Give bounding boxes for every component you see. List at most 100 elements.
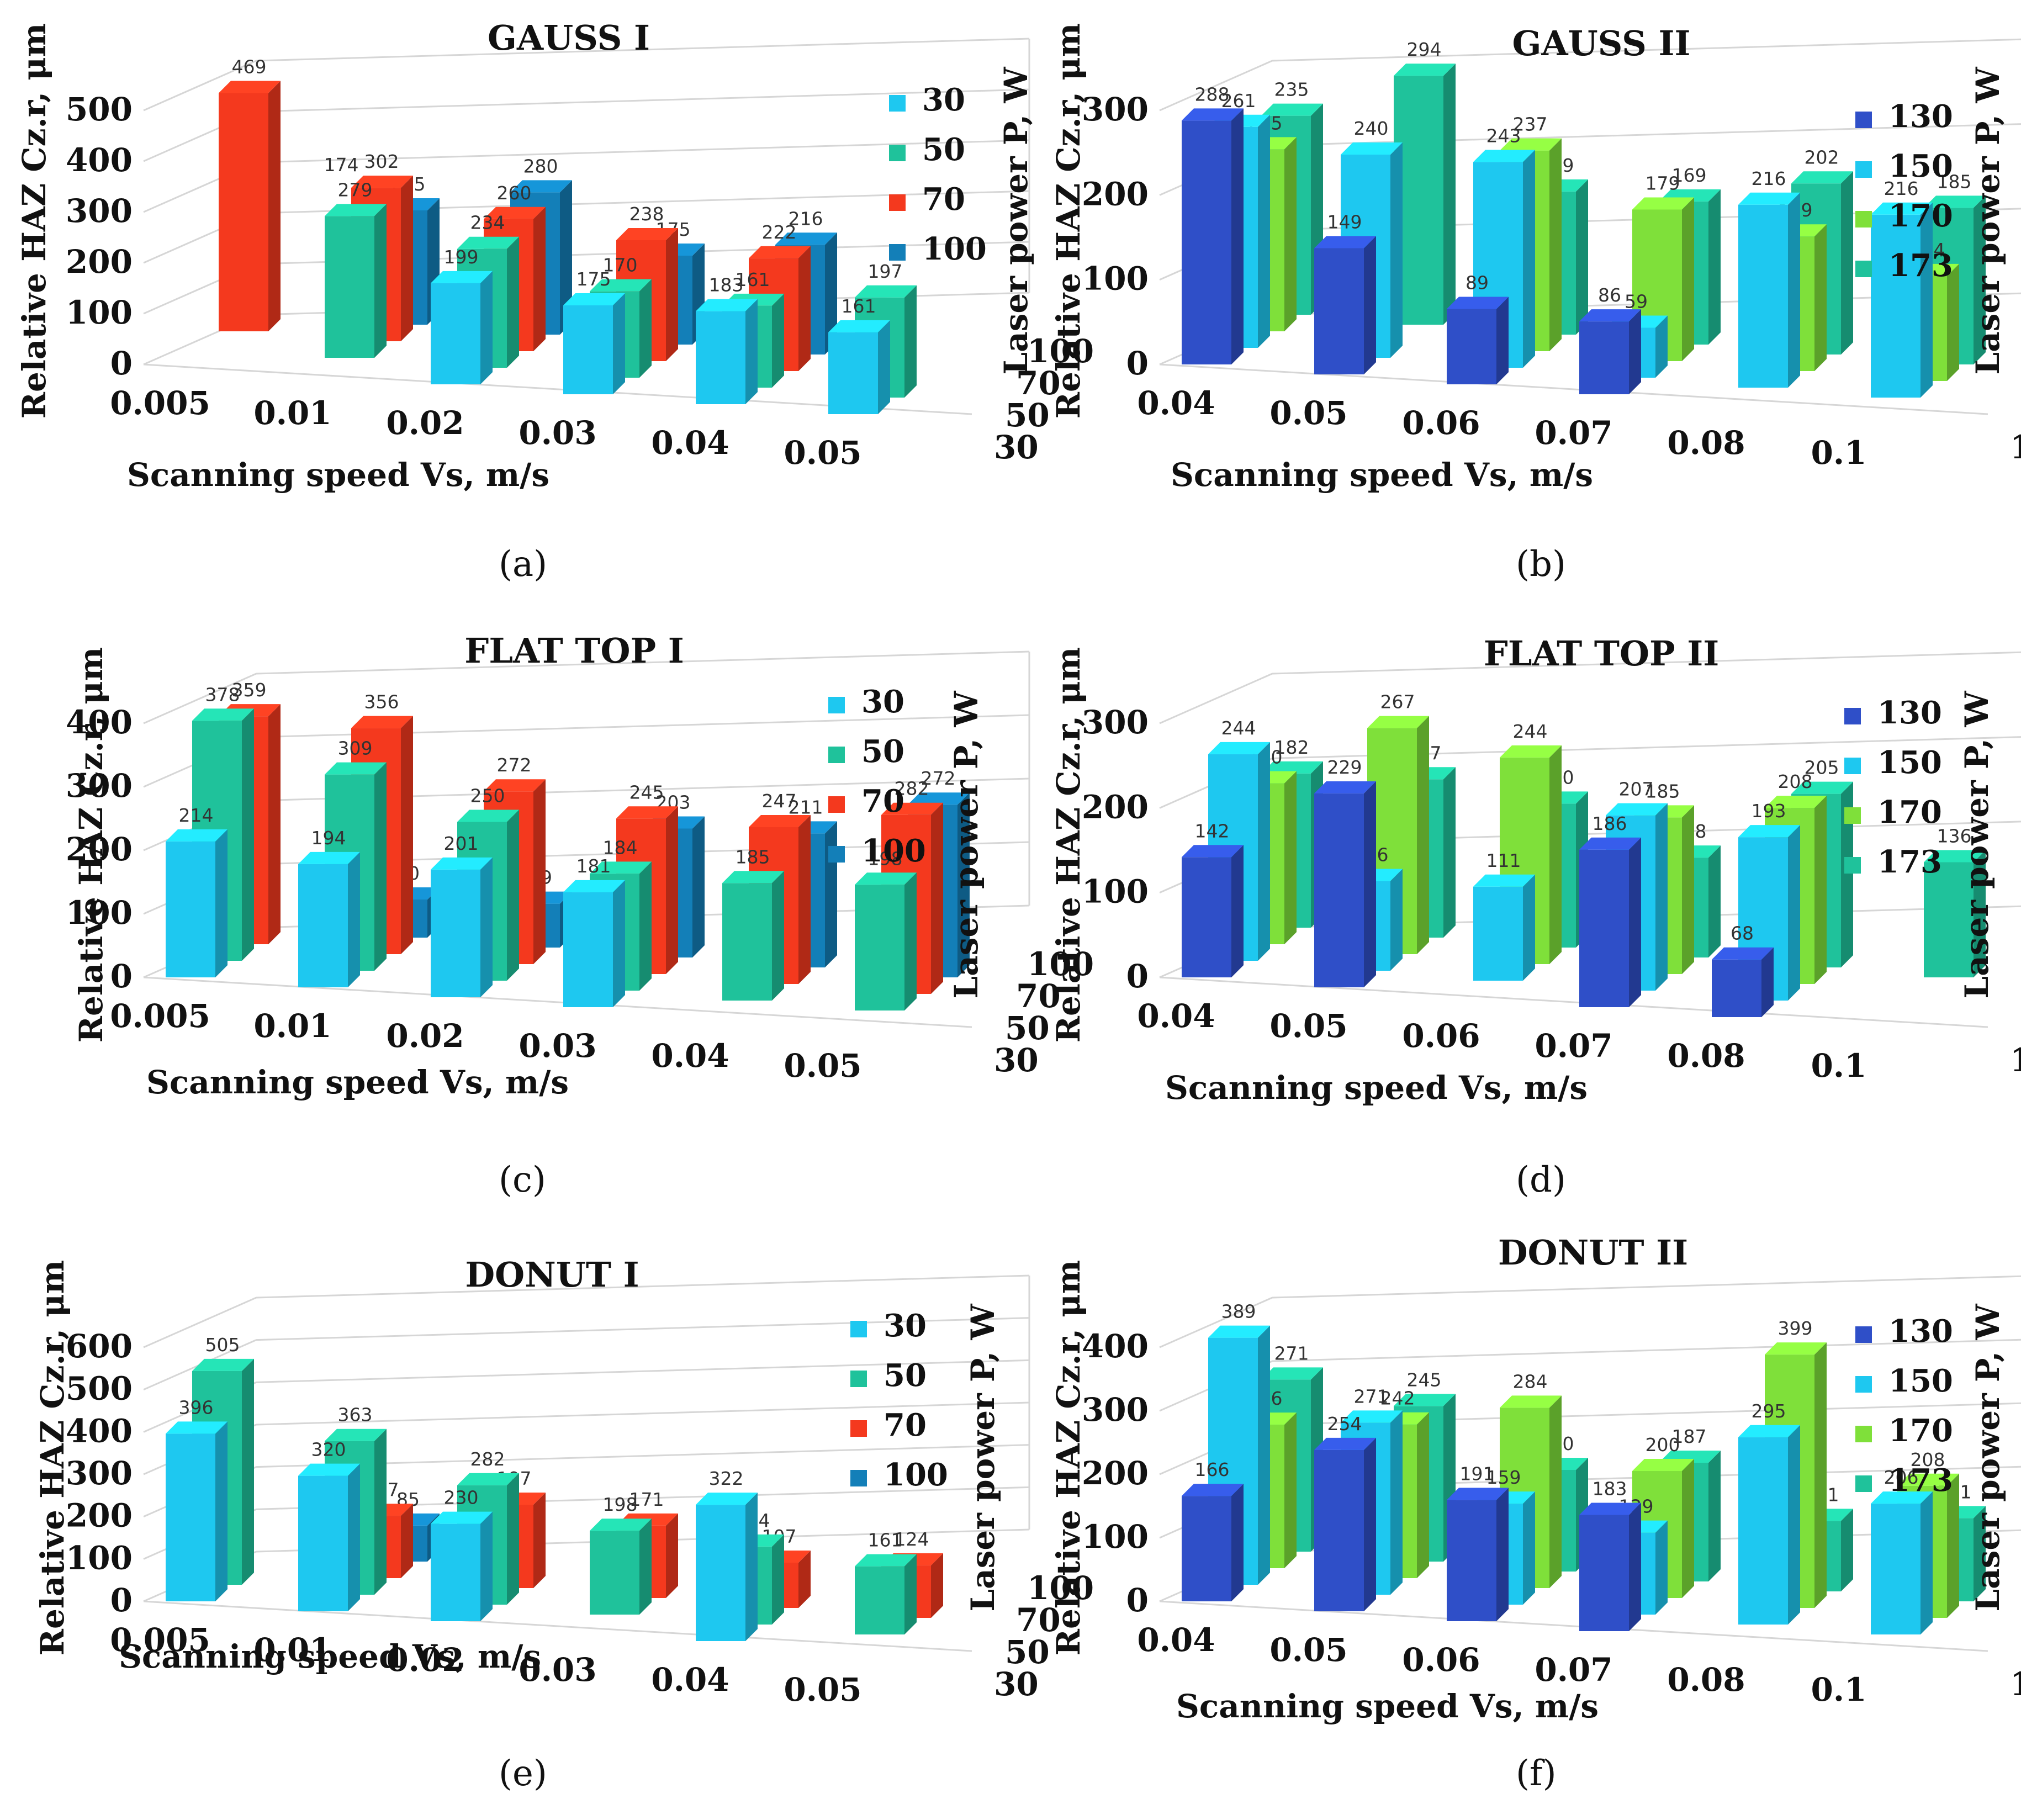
data-label: 181: [576, 855, 611, 877]
bar-150-0.1: [1871, 202, 1933, 398]
depth-tick-label: 50: [1005, 1633, 1050, 1671]
y-axis-label: Relative HAZ Cz.r, μm: [1050, 647, 1087, 1043]
bar-side: [666, 1513, 678, 1598]
data-label: 294: [1407, 39, 1442, 60]
bar-side: [1629, 1502, 1641, 1631]
data-label: 254: [1327, 1413, 1362, 1435]
y-tick-label: 400: [66, 703, 133, 741]
bar-side: [931, 802, 943, 994]
x-tick-label: 0.05: [784, 434, 861, 472]
bar-side: [1947, 263, 1959, 381]
data-label: 185: [1646, 780, 1680, 802]
x-axis-label: Scanning speed Vs, m/s: [1176, 1687, 1599, 1725]
bar-front: [1579, 1515, 1629, 1631]
bar-side: [1523, 1491, 1535, 1605]
bar-130-0.08: [1712, 947, 1774, 1017]
gridline: [1272, 1275, 2021, 1299]
bar-side: [1814, 224, 1827, 371]
bar-side: [1390, 142, 1403, 358]
bar-front: [1314, 248, 1364, 374]
z-axis-label: Laser power P, W: [1969, 67, 2007, 375]
bar-side: [666, 228, 678, 361]
x-tick-label: 0.005: [110, 997, 210, 1035]
chart-1: 0100200300235294169169202185215237179159…: [1050, 23, 2021, 494]
data-label: 166: [1195, 1459, 1230, 1480]
x-tick-label: 0.04: [651, 1661, 729, 1699]
bar-30-0.03: [563, 880, 625, 1007]
bar-top: [1182, 1484, 1244, 1496]
legend-swatch: [1855, 211, 1872, 228]
bar-top: [1208, 1325, 1270, 1338]
bar-30-0.01: [298, 851, 360, 987]
data-label: 359: [232, 679, 267, 701]
bar-top: [749, 246, 811, 258]
legend-entry: 170: [1888, 1412, 1953, 1449]
legend-entry: 70: [861, 783, 904, 819]
data-label: 194: [311, 827, 346, 849]
x-tick-label: 0.1: [1811, 1047, 1867, 1084]
bar-top: [1394, 1394, 1456, 1406]
bar-top: [431, 857, 493, 870]
data-label: 214: [179, 805, 214, 826]
bar-top: [855, 872, 917, 885]
bar-150-0.08: [1738, 192, 1800, 388]
bar-30-0.03: [563, 293, 625, 394]
depth-tick-label: 130: [2010, 428, 2021, 466]
bar-top: [1473, 150, 1535, 162]
bar-front: [431, 283, 480, 384]
bar-30-0.005: [166, 1421, 228, 1601]
legend-swatch: [850, 1420, 867, 1437]
y-tick-label: 500: [66, 1370, 133, 1408]
y-tick-label: 100: [1082, 1518, 1149, 1556]
data-label: 244: [1513, 721, 1548, 742]
gridline: [1272, 651, 2021, 675]
data-label: 161: [736, 269, 770, 290]
data-label: 142: [1195, 820, 1230, 842]
x-tick-label: 0.04: [1137, 997, 1215, 1035]
bar-top: [1924, 850, 1986, 863]
bar-front: [563, 892, 613, 1007]
bar-side: [215, 829, 228, 977]
bar-top: [1473, 874, 1535, 887]
x-tick-label: 0.07: [1535, 414, 1612, 452]
y-tick-label: 200: [66, 1497, 133, 1535]
data-label: 261: [1221, 90, 1256, 112]
gridline-side: [1159, 673, 1273, 724]
x-tick-label: 0.01: [253, 1631, 331, 1669]
legend-entry: 50: [922, 131, 965, 168]
bar-side: [904, 872, 917, 1010]
y-tick-label: 300: [66, 192, 133, 230]
data-label: 295: [1752, 1400, 1786, 1422]
bar-side: [1921, 1491, 1933, 1634]
bar-top: [855, 285, 917, 298]
bar-front: [722, 883, 772, 1001]
panel-caption-c: (c): [499, 1160, 546, 1200]
bar-130-0.04: [1182, 1484, 1244, 1601]
bar-side: [878, 320, 890, 414]
bar-side: [1682, 1459, 1694, 1598]
z-axis-label: Laser power P, W: [964, 1304, 1002, 1612]
bar-50-0.04: [722, 871, 784, 1001]
x-tick-label: 0.02: [386, 1017, 464, 1055]
y-tick-label: 200: [1082, 788, 1149, 826]
x-tick-label: 0.05: [1269, 1007, 1347, 1045]
gridline: [256, 1274, 1030, 1299]
x-tick-label: 0.05: [784, 1671, 861, 1708]
data-label: 288: [1195, 83, 1230, 105]
depth-tick-label: 100: [1027, 1569, 1094, 1607]
y-tick-label: 600: [66, 1327, 133, 1365]
y-tick-label: 200: [66, 830, 133, 868]
bar-top: [1632, 1459, 1694, 1471]
bar-top: [1738, 1425, 1800, 1437]
legend-entry: 170: [1877, 794, 1942, 830]
data-label: 184: [603, 837, 638, 858]
bar-top: [1314, 236, 1376, 248]
x-tick-label: 0.08: [1667, 424, 1745, 462]
bar-side: [1788, 825, 1800, 1001]
bar-130-0.07: [1579, 837, 1641, 1007]
chart-title: DONUT I: [465, 1255, 639, 1295]
data-label: 169: [1672, 165, 1707, 186]
bar-50-0.01: [325, 204, 387, 358]
z-axis-label: Laser power P, W: [1958, 691, 1996, 999]
bar-side: [904, 1554, 917, 1634]
